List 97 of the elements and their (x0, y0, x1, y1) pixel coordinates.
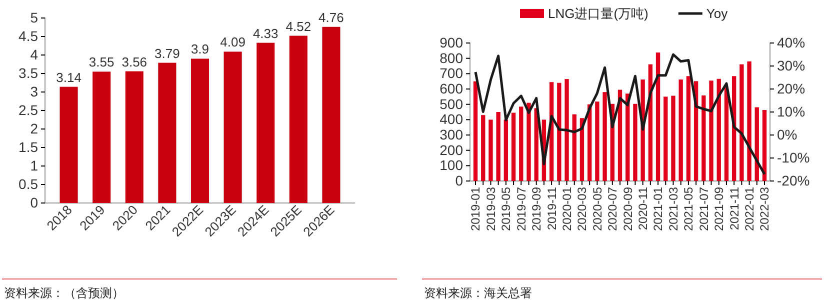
data-label: 3.9 (190, 42, 210, 57)
x-tick-label: 2021-03 (666, 186, 680, 232)
data-label: 4.76 (318, 10, 344, 25)
bar (671, 96, 676, 181)
bar (686, 76, 691, 181)
y-tick-label: 400 (440, 111, 464, 128)
y-tick-label: 1.5 (18, 138, 38, 155)
bar (656, 52, 660, 181)
data-label: 3.14 (56, 70, 82, 85)
bar (496, 112, 500, 181)
bar (224, 52, 242, 203)
bar (702, 95, 706, 181)
y-tick-label: 100 (440, 157, 464, 174)
x-tick-label: 2020-01 (560, 186, 574, 232)
x-tick-label: 2022-03 (758, 186, 772, 232)
y-tick-label: 4 (30, 46, 38, 62)
text: 资料来源：海关总署 (424, 286, 532, 300)
x-tick-label: 2021-09 (712, 186, 726, 232)
y-tick-label: 0 (30, 194, 38, 210)
bar (602, 92, 607, 181)
y-tick-label: 1 (30, 157, 38, 174)
bar (473, 81, 478, 181)
bar (526, 102, 531, 181)
legend-label: Yoy (706, 6, 728, 21)
y-tick-label: 800 (440, 50, 464, 66)
y2-tick-label: -20% (777, 172, 810, 188)
bar (595, 102, 600, 181)
bar (322, 26, 340, 203)
bar (709, 80, 714, 181)
y-tick-label: 2.5 (18, 102, 38, 118)
line-series (474, 53, 766, 176)
x-tick-label: 2019-07 (514, 186, 528, 232)
y-tick-label: 5 (30, 9, 38, 26)
y-tick-label: 2 (30, 120, 38, 136)
bar (92, 72, 111, 203)
bar (125, 71, 144, 203)
x-tick-label: 2021-01 (651, 186, 666, 232)
y2-tick-label: 20% (777, 80, 806, 96)
bar (481, 115, 486, 181)
x-tick-label: 2019-03 (484, 186, 498, 232)
bar (740, 64, 744, 181)
bar (557, 82, 562, 181)
x-tick-label: 2020-07 (606, 186, 620, 232)
x-tick-label: 2020-11 (636, 186, 650, 230)
bar (762, 110, 767, 181)
data-label: 4.52 (286, 18, 312, 34)
x-tick-label: 2020-09 (620, 186, 635, 232)
bar (564, 79, 569, 181)
x-tick-label: 2021-05 (682, 186, 696, 232)
bar (511, 112, 516, 181)
bar (289, 36, 308, 203)
x-tick-label: 2021-11 (727, 186, 742, 230)
text: 资料来源：（含预测） (4, 286, 124, 300)
y-tick-label: 700 (440, 65, 464, 82)
y-tick-label: 300 (440, 126, 464, 142)
data-label: 4.33 (252, 26, 278, 41)
bar (256, 42, 275, 203)
y2-tick-label: 0% (777, 126, 798, 142)
bar (633, 104, 638, 181)
y2-tick-label: -10% (777, 149, 810, 166)
bar (60, 86, 78, 203)
bar (678, 79, 683, 181)
bar (664, 96, 668, 181)
x-tick-label: 2020-05 (590, 186, 604, 232)
x-tick-label: 2019-09 (530, 186, 544, 232)
bar (572, 114, 576, 181)
data-label: 3.55 (88, 54, 114, 70)
y2-tick-label: 30% (777, 57, 806, 74)
y-tick-label: 0.5 (18, 176, 38, 192)
y2-tick-label: 10% (777, 103, 806, 120)
bar (716, 78, 721, 181)
x-tick-label: 2020-03 (575, 186, 590, 232)
x-tick-label: 2019-01 (468, 186, 483, 232)
bar (747, 61, 752, 181)
x-tick-label: 2021-07 (696, 186, 711, 232)
x-tick-label: 2022-01 (742, 186, 756, 232)
bar (190, 58, 210, 203)
y-tick-label: 0 (455, 172, 464, 188)
bar (488, 120, 493, 181)
bar (158, 62, 176, 203)
bar (724, 87, 729, 181)
y-tick-label: 3.5 (18, 64, 38, 81)
bar (519, 106, 524, 181)
y-tick-label: 600 (440, 80, 464, 96)
bar (504, 120, 508, 181)
y-tick-label: 500 (440, 96, 464, 112)
legend-label: LNG进口量(万吨) (548, 6, 648, 21)
y2-tick-label: 40% (777, 34, 806, 50)
x-tick-label: 2019-11 (544, 186, 559, 230)
data-label: 3.56 (122, 54, 148, 70)
y-tick-label: 3 (30, 83, 38, 100)
data-label: 4.09 (220, 34, 246, 50)
y-tick-label: 900 (440, 34, 464, 50)
data-label: 3.79 (154, 46, 180, 61)
y-tick-label: 200 (440, 142, 464, 158)
x-tick-label: 2019-05 (499, 186, 514, 232)
y-tick-label: 4.5 (18, 28, 38, 44)
